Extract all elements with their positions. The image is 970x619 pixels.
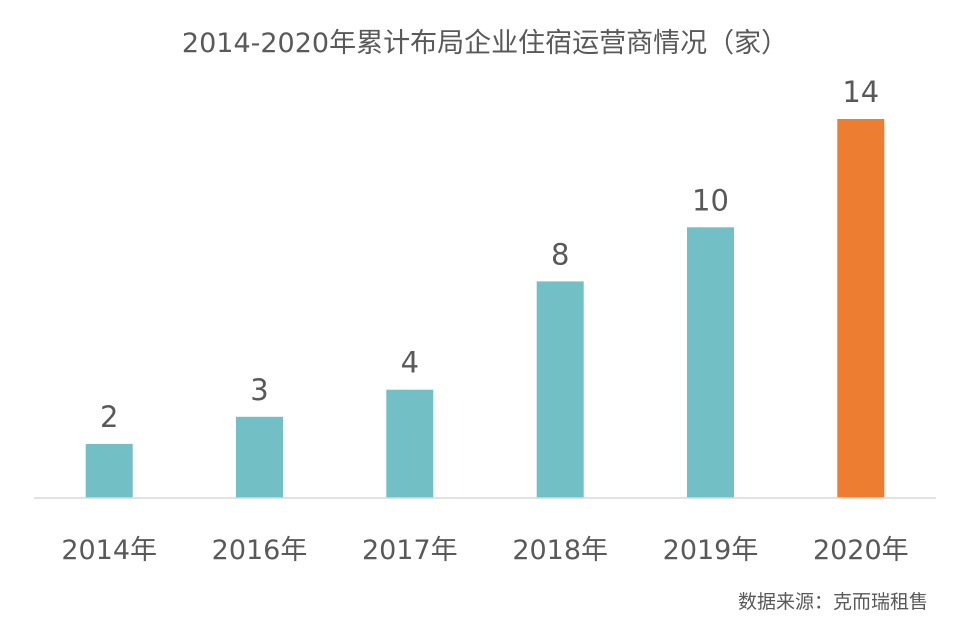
bar-2020年 — [837, 119, 885, 498]
value-label-2016年: 3 — [250, 373, 268, 407]
bar-2018年 — [536, 281, 584, 498]
bars-group — [85, 119, 885, 499]
source-note: 数据来源：克而瑞租售 — [738, 591, 928, 613]
value-label-2014年: 2 — [100, 400, 118, 434]
value-label-2017年: 4 — [401, 346, 419, 380]
value-label-2019年: 10 — [692, 183, 729, 217]
x-tick-labels-group: 2014年 2016年 2017年 2018年 2019年 2020年 — [61, 535, 908, 566]
chart-title: 2014-2020年累计布局企业住宿运营商情况（家） — [182, 28, 788, 59]
x-tick-label-2016年: 2016年 — [212, 535, 308, 566]
bar-2019年 — [687, 227, 734, 499]
value-labels-group: 2 3 4 8 10 14 — [100, 75, 879, 434]
value-label-2018年: 8 — [551, 237, 569, 271]
x-tick-label-2018年: 2018年 — [512, 535, 608, 566]
x-tick-label-2020年: 2020年 — [813, 535, 909, 566]
x-tick-label-2017年: 2017年 — [362, 535, 458, 566]
bar-2016年 — [236, 416, 283, 498]
bar-2017年 — [386, 389, 434, 498]
x-tick-label-2014年: 2014年 — [61, 535, 157, 566]
x-tick-label-2019年: 2019年 — [663, 535, 759, 566]
bar-2014年 — [85, 443, 133, 498]
value-label-2020年: 14 — [842, 75, 879, 109]
